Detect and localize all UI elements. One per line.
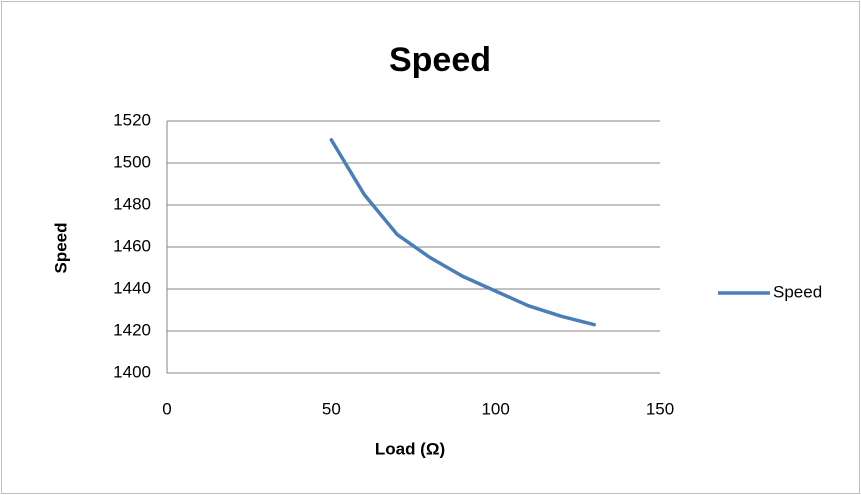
x-axis-label: Load (Ω) [375,439,445,458]
y-tick-label: 1400 [113,362,151,381]
x-tick-label: 50 [322,399,341,418]
page: Speed Speed Load (Ω) 1400 1420 1440 1460 148… [0,0,861,495]
x-tick-label: 0 [162,399,171,418]
y-tick-label: 1420 [113,320,151,339]
x-tick-label: 150 [646,399,674,418]
chart: Speed Speed Load (Ω) 1400 1420 1440 1460 148… [0,0,861,495]
y-tick-label: 1480 [113,194,151,213]
y-tick-label: 1460 [113,236,151,255]
chart-title: Speed [389,41,491,79]
y-tick-label: 1500 [113,152,151,171]
y-axis-label: Speed [51,222,70,273]
y-tick-label: 1440 [113,278,151,297]
y-tick-label: 1520 [113,110,151,129]
x-tick-label: 100 [481,399,509,418]
legend-label: Speed [773,282,822,301]
